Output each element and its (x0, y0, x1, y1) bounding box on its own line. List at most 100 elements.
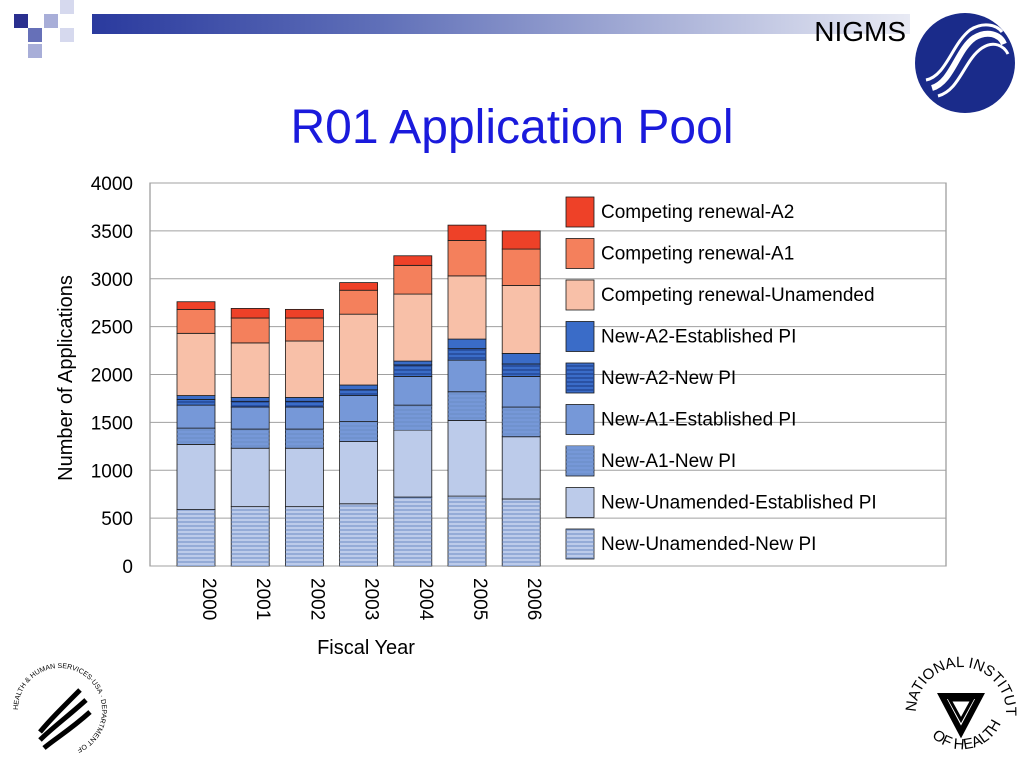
y-tick-label: 2000 (91, 366, 133, 387)
legend-label: Competing renewal-A1 (601, 244, 794, 265)
y-tick-label: 0 (122, 557, 133, 578)
bar-segment (176, 404, 216, 429)
hhs-logo-icon: HEALTH & HUMAN SERVICES·USA · DEPARTMENT… (13, 663, 107, 753)
bars (176, 224, 541, 567)
bar-segment-hatch (448, 348, 486, 361)
bar-segment-hatch (231, 401, 270, 408)
bar-segment (501, 285, 541, 354)
bar-segment (393, 360, 433, 366)
bar-segment-hatch (502, 363, 541, 377)
legend-label: New-Unamended-New PI (601, 534, 816, 555)
bar-segment (284, 308, 324, 319)
y-tick-label: 3500 (91, 222, 133, 243)
bar-segment (447, 359, 487, 393)
bar-segment (176, 395, 216, 400)
bar-segment (393, 429, 433, 498)
bar-segment (230, 406, 270, 430)
bar-segment (447, 240, 487, 277)
legend-label: Competing renewal-Unamended (601, 285, 875, 306)
bar-segment (393, 255, 433, 266)
bar-segment-hatch (285, 506, 324, 566)
bar-segment (339, 313, 379, 386)
bar-segment-hatch (285, 429, 324, 449)
legend-swatch-hatch (566, 363, 594, 393)
legend-swatch-hatch (566, 529, 594, 559)
bar-segment (339, 395, 379, 422)
bar-segment-hatch (339, 421, 378, 442)
bar-segment-hatch (448, 391, 486, 421)
bar-segment (284, 397, 324, 402)
bar-segment-hatch (177, 428, 215, 445)
legend-label: New-A2-New PI (601, 368, 736, 389)
legend-swatch (565, 196, 595, 228)
legend-swatch (565, 404, 595, 435)
bar-segment (501, 376, 541, 408)
bar-segment (284, 406, 324, 430)
legend-swatch (565, 279, 595, 311)
bar-segment (284, 317, 324, 342)
bar-segment (393, 293, 433, 362)
legend-swatch (565, 487, 595, 518)
bar-segment (501, 436, 541, 500)
bar-segment (230, 447, 270, 508)
x-tick-label: 2005 (469, 578, 490, 620)
bar-segment (501, 230, 541, 250)
y-axis-label: Number of Applications (55, 275, 77, 481)
bar-segment (176, 301, 216, 310)
bar-segment-hatch (393, 497, 432, 566)
bar-segment (176, 443, 216, 510)
header-bar (92, 14, 910, 34)
bar-segment-hatch (231, 429, 270, 449)
bar-segment (393, 376, 433, 406)
bar-segment (501, 248, 541, 286)
legend-swatch-hatch (566, 446, 594, 476)
bar-segment-hatch (177, 509, 215, 566)
bar-segment-hatch (231, 506, 270, 566)
bar-segment-hatch (393, 364, 432, 377)
bar-segment-hatch (393, 405, 432, 431)
x-tick-label: 2003 (361, 578, 382, 620)
bar-segment (501, 353, 541, 365)
x-axis-label: Fiscal Year (317, 637, 415, 659)
bar-segment-hatch (285, 401, 324, 408)
bar-segment (176, 332, 216, 396)
decorative-squares (14, 0, 74, 58)
bar-segment-hatch (502, 498, 541, 566)
bar-segment (230, 308, 270, 319)
gridlines (150, 182, 946, 567)
y-tick-label: 1500 (91, 413, 133, 434)
bar-segment-hatch (339, 389, 378, 396)
bar-segment (284, 447, 324, 508)
legend-label: New-A2-Established PI (601, 327, 796, 348)
bar-segment (393, 264, 433, 295)
y-tick-label: 1000 (91, 461, 133, 482)
legend-swatch (565, 321, 595, 352)
bar-segment (447, 338, 487, 350)
bar-segment (339, 282, 379, 291)
legend-label: New-A1-New PI (601, 451, 736, 472)
bar-segment (339, 384, 379, 391)
x-tick-label: 2004 (415, 578, 436, 621)
y-tick-label: 2500 (91, 318, 133, 339)
bar-segment (176, 308, 216, 334)
y-tick-labels: 0 500 1000 1500 2000 2500 3000 3500 4000 (91, 174, 133, 578)
x-tick-label: 2000 (198, 578, 219, 620)
y-tick-label: 500 (101, 509, 133, 530)
legend-swatch (565, 238, 595, 269)
brand-text: NIGMS (814, 16, 906, 47)
bar-segment (230, 342, 270, 398)
legend-label: New-A1-Established PI (601, 410, 796, 431)
x-tick-label: 2001 (252, 578, 273, 620)
x-tick-labels: 2000 2001 2002 2003 2004 2005 2006 (198, 578, 544, 621)
nih-logo-icon: NATIONAL INSTITUTES OF HEALTH (902, 650, 1019, 753)
x-tick-label: 2006 (523, 578, 544, 620)
nigms-logo-icon (915, 13, 1015, 113)
bar-segment (447, 275, 487, 340)
bar-segment (339, 289, 379, 315)
y-tick-label: 4000 (91, 174, 133, 195)
slide-title: R01 Application Pool (290, 101, 734, 154)
bar-segment (230, 317, 270, 344)
bar-segment-hatch (177, 399, 215, 406)
bar-segment (339, 441, 379, 505)
